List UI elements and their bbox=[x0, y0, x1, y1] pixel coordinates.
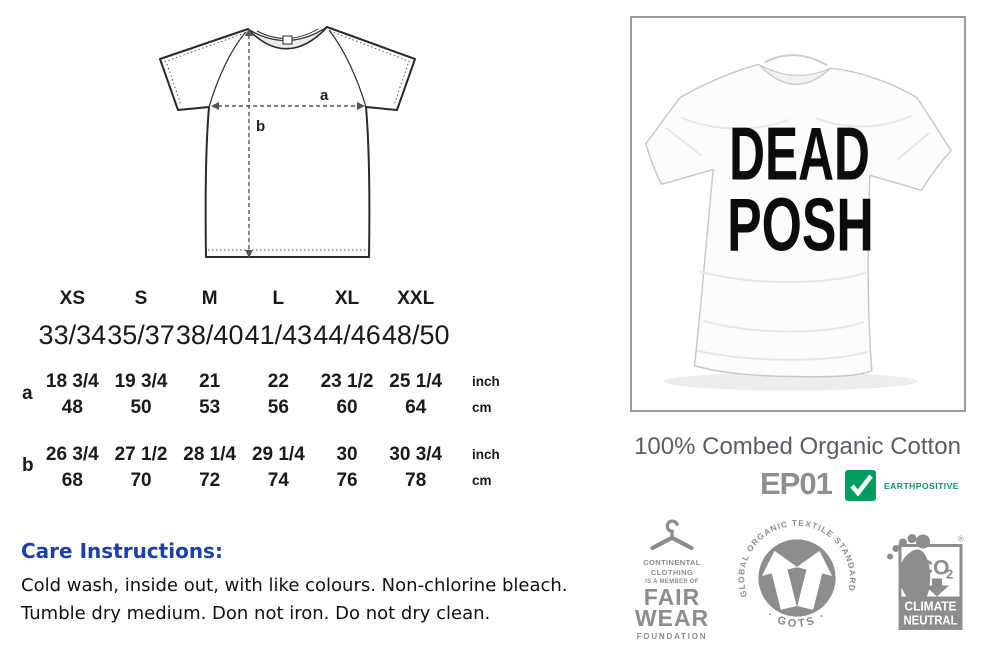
size-header-row: XS S M L XL XXL bbox=[38, 288, 450, 310]
size-label: XXL bbox=[397, 288, 435, 309]
measurement-value: 60 bbox=[336, 397, 358, 418]
earthpositive-checkmark-icon bbox=[845, 470, 876, 501]
tshirt-photo-icon: DEAD POSH bbox=[645, 54, 952, 391]
product-photo: DEAD POSH bbox=[630, 16, 966, 412]
chest-size: 35/37 bbox=[107, 320, 175, 350]
care-instructions-heading: Care Instructions: bbox=[21, 539, 223, 563]
print-text-line1: DEAD bbox=[729, 111, 870, 195]
size-label: L bbox=[272, 288, 285, 309]
row-b-cm-values: 68 70 72 74 76 78 bbox=[38, 470, 450, 492]
chest-size: 41/43 bbox=[244, 320, 313, 350]
fair-wear-line: WEAR bbox=[634, 605, 710, 631]
gots-circle-icon bbox=[758, 539, 836, 617]
size-label: XS bbox=[59, 288, 86, 309]
measurement-value: 74 bbox=[267, 470, 289, 491]
fair-wear-line: FAIR bbox=[643, 584, 701, 610]
unit-inch-label: inch bbox=[472, 374, 500, 389]
measurement-value: 30 bbox=[336, 444, 358, 465]
measurement-value: 76 bbox=[336, 470, 358, 491]
measurement-value: 68 bbox=[61, 470, 83, 491]
care-instructions-line: Cold wash, inside out, with like colours… bbox=[21, 575, 568, 596]
climate-neutral-line: NEUTRAL bbox=[904, 614, 958, 628]
clothes-hanger-icon bbox=[650, 519, 694, 551]
measurement-value: 53 bbox=[199, 397, 221, 418]
measurement-value: 48 bbox=[61, 397, 83, 418]
earthpositive-label: EARTHPOSITIVE bbox=[884, 481, 959, 491]
measurement-value: 21 bbox=[199, 371, 221, 392]
chest-size: 44/46 bbox=[313, 320, 381, 350]
measurement-value: 70 bbox=[130, 470, 152, 491]
material-text: 100% Combed Organic Cotton bbox=[634, 433, 961, 460]
climate-neutral-line: CLIMATE bbox=[905, 600, 957, 614]
size-label: S bbox=[134, 288, 148, 309]
measurement-value: 64 bbox=[405, 397, 427, 418]
fair-wear-line: FOUNDATION bbox=[636, 632, 708, 641]
tee-outline-icon bbox=[159, 26, 416, 258]
fair-wear-foundation-logo: CONTINENTAL CLOTHING IS A MEMBER OF FAIR… bbox=[631, 517, 713, 643]
measurement-value: 18 3/4 bbox=[45, 371, 99, 392]
diagram-b-label: b bbox=[256, 118, 265, 135]
measurement-value: 50 bbox=[130, 397, 152, 418]
measurement-value: 56 bbox=[267, 397, 289, 418]
unit-cm-label: cm bbox=[472, 473, 492, 488]
collar-band-icon bbox=[247, 26, 328, 50]
down-arrow-icon bbox=[925, 578, 949, 597]
chest-size: 33/34 bbox=[38, 320, 107, 350]
measurement-value: 78 bbox=[405, 470, 427, 491]
tshirt-measurement-diagram: a b bbox=[159, 26, 416, 258]
measurement-value: 26 3/4 bbox=[45, 444, 99, 465]
measurement-value: 25 1/4 bbox=[389, 371, 443, 392]
row-a-inch-values: 18 3/4 19 3/4 21 22 23 1/2 25 1/4 bbox=[38, 371, 450, 393]
measurement-value: 30 3/4 bbox=[389, 444, 443, 465]
measurement-value: 28 1/4 bbox=[183, 444, 237, 465]
unit-inch-label: inch bbox=[472, 447, 500, 462]
chest-size: 48/50 bbox=[381, 320, 450, 350]
gots-logo: GLOBAL ORGANIC TEXTILE STANDARD · GOTS · bbox=[736, 518, 857, 631]
measurement-b-arrow bbox=[245, 28, 253, 258]
measurement-value: 19 3/4 bbox=[114, 371, 168, 392]
diagram-a-label: a bbox=[320, 87, 329, 104]
care-instructions-line: Tumble dry medium. Don not iron. Do not … bbox=[21, 603, 491, 624]
measurement-value: 72 bbox=[199, 470, 221, 491]
chest-size-row: 33/34 35/37 38/40 41/43 44/46 48/50 bbox=[38, 320, 450, 351]
footprint-icon bbox=[887, 534, 931, 603]
unit-cm-label: cm bbox=[472, 400, 492, 415]
co2-subscript: 2 bbox=[946, 567, 953, 582]
size-label: XL bbox=[334, 288, 360, 309]
measurement-value: 29 1/4 bbox=[251, 444, 305, 465]
size-label: M bbox=[201, 288, 218, 309]
row-b-inch-values: 26 3/4 27 1/2 28 1/4 29 1/4 30 30 3/4 bbox=[38, 444, 450, 466]
measurement-value: 22 bbox=[267, 371, 289, 392]
measurement-value: 23 1/2 bbox=[320, 371, 374, 392]
measurement-a-arrow bbox=[211, 102, 365, 110]
fair-wear-line: CONTINENTAL bbox=[643, 558, 701, 567]
registered-mark: ® bbox=[958, 535, 964, 544]
neck-tag-icon bbox=[282, 35, 293, 45]
row-a-label: a bbox=[22, 383, 33, 404]
row-b-label: b bbox=[22, 455, 34, 476]
measurement-value: 27 1/2 bbox=[114, 444, 168, 465]
style-code: EP01 bbox=[760, 466, 833, 501]
gots-shirt-icon bbox=[761, 550, 833, 610]
row-a-cm-values: 48 50 53 56 60 64 bbox=[38, 397, 450, 419]
fair-wear-line: CLOTHING bbox=[650, 568, 694, 577]
climate-neutral-logo: ® CO 2 CLIMATE NEUTRAL bbox=[887, 534, 964, 630]
print-text-line2: POSH bbox=[727, 183, 874, 267]
chest-size: 38/40 bbox=[175, 320, 244, 350]
fair-wear-line: IS A MEMBER OF bbox=[645, 579, 699, 585]
